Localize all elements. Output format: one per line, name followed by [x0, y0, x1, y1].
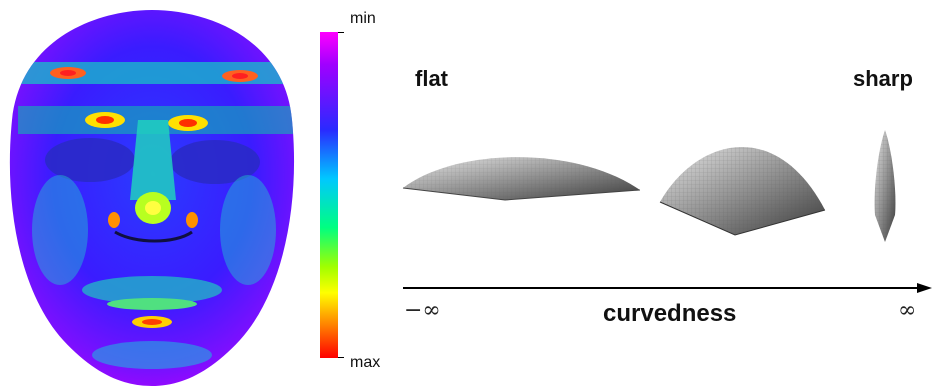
flat-surface — [402, 157, 641, 201]
medium-surface — [659, 146, 826, 236]
colorbar-min-label: min — [350, 10, 376, 27]
axis-right-end-label: ∞ — [898, 298, 917, 323]
flat-label: flat — [415, 66, 448, 91]
sharp-surface — [874, 130, 896, 242]
axis-title: curvedness — [603, 300, 737, 327]
colorbar — [320, 32, 338, 358]
colorbar-tick-bottom — [338, 357, 344, 358]
colorbar-max-label: max — [350, 354, 381, 371]
face-curvature-map — [9, 10, 295, 386]
curvedness-axis — [403, 283, 932, 293]
sharp-label: sharp — [853, 66, 913, 91]
curvature-surfaces — [402, 130, 896, 242]
axis-left-end-label: −∞ — [404, 298, 441, 323]
colorbar-tick-top — [338, 32, 344, 33]
